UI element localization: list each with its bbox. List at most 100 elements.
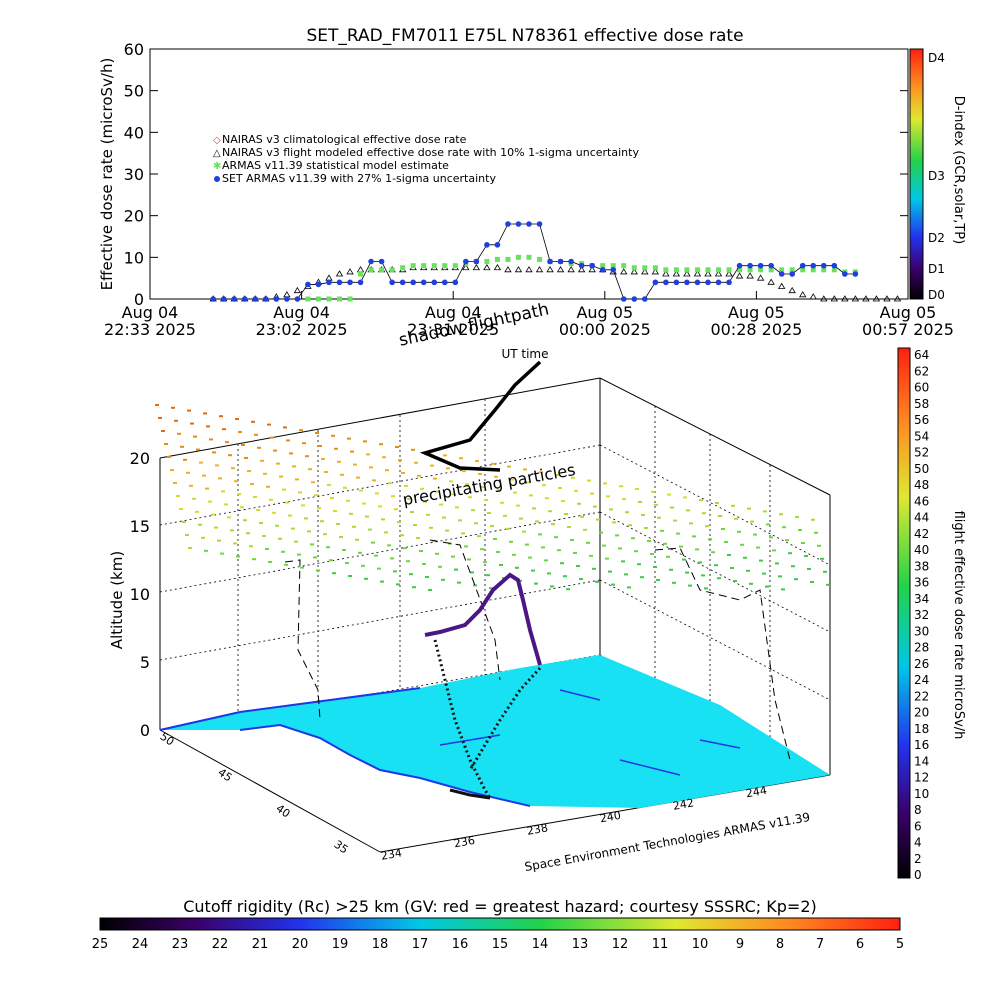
longitude-ticks: 234 236 238 240 242 244 [380,784,768,863]
armas-stat-point [621,263,627,269]
dose-tick-label: 54 [914,429,929,443]
latitude-tick-label: 35 [332,838,351,857]
set-armas-point [315,281,322,288]
nairas-flight-point [588,266,596,273]
cutoff-colorbar-label: Cutoff rigidity (Rc) >25 km (GV: red = g… [183,897,817,916]
top-series-group [209,221,902,302]
ut-time-label: UT time [501,347,548,361]
set-armas-point [441,279,448,286]
dose-tick-label: 6 [914,819,922,833]
set-armas-point [378,258,385,265]
dindex-tick-d3: D3 [928,169,945,183]
nairas-flight-point [841,295,849,302]
set-armas-line [213,223,856,300]
nairas-flight-point [293,286,302,294]
cutoff-tick-label: 23 [172,937,189,952]
set-armas-point [599,267,606,273]
longitude-tick-label: 240 [599,809,622,825]
cutoff-tick-label: 25 [92,937,109,952]
top-x-tick-label-line2: 23:31 2025 [407,320,499,339]
dose-tick-label: 56 [914,413,929,427]
set-armas-point [494,242,501,248]
set-armas-point [684,279,690,286]
armas-stat-point [400,265,406,271]
nairas-flight-point [662,270,670,277]
top-x-tick-label-line1: Aug 04 [273,303,330,322]
legend-marker-set-armas [214,176,220,182]
cutoff-tick-label: 18 [372,937,389,952]
cutoff-tick-label: 17 [412,937,429,952]
armas-stat-point [684,267,690,273]
set-armas-point [820,262,827,269]
set-armas-point [420,279,427,286]
cutoff-tick-label: 15 [492,937,509,952]
set-armas-point [673,279,680,286]
set-armas-point [547,258,553,265]
set-armas-point [347,279,353,286]
set-armas-point [231,296,238,302]
armas-stat-point [694,267,700,273]
set-armas-point [620,296,627,302]
dindex-colorbar-label: D-index (GCR,solar,TP) [951,96,966,244]
armas-stat-point [800,267,806,273]
nairas-flight-point [546,266,554,273]
armas-stat-point [747,267,753,273]
top-y-tick-label: 0 [134,290,144,309]
dose-tick-label: 32 [914,608,929,622]
flight-path-airborne [424,572,542,666]
top-y-tick-label: 20 [124,207,144,226]
dose-tick-label: 38 [914,559,929,573]
dose-tick-label: 48 [914,478,929,492]
altitude-tick-label: 20 [130,449,150,468]
top-y-tick-label: 30 [124,165,144,184]
dashed-projection-left [284,559,321,721]
nairas-flight-point [672,270,681,277]
nairas-flight-point [746,272,754,279]
longitude-tick-label: 238 [526,821,549,837]
precipitating-particles-label: precipitating particles [401,460,577,509]
armas-stat-point [379,267,385,273]
nairas-flight-point [830,295,839,302]
set-armas-point [389,279,395,286]
longitude-tick-label: 234 [380,846,403,862]
set-armas-point [357,279,364,286]
armas-stat-point [726,267,732,273]
armas-stat-point [505,256,511,262]
set-armas-point [452,279,459,286]
armas-stat-point [537,256,543,262]
dose-tick-label: 10 [914,787,929,801]
armas-stat-point [368,267,374,273]
dose-colorbar-ticks: 6462605856545250484644424038363432302826… [914,348,929,882]
nairas-flight-point [356,266,365,273]
nairas-flight-point [704,270,712,277]
set-armas-point [715,279,722,286]
armas-stat-point [337,296,342,302]
dindex-tick-d4: D4 [928,51,945,65]
dose-tick-label: 4 [914,836,922,850]
set-armas-point [705,279,711,286]
set-armas-point [284,296,290,302]
dose-tick-label: 18 [914,722,929,736]
nairas-flight-point [820,295,828,302]
set-armas-point [747,262,753,269]
dose-tick-label: 52 [914,446,929,460]
altitude-tick-label: 5 [140,653,150,672]
top-x-tick-label-line2: 00:28 2025 [710,320,802,339]
armas-stat-point [631,265,637,271]
dose-tick-label: 2 [914,852,922,866]
set-armas-point [526,221,532,227]
chart-title: SET_RAD_FM7011 E75L N78361 effective dos… [306,26,743,46]
legend-item-nairas-clim: NAIRAS v3 climatological effective dose … [222,133,467,146]
dose-tick-label: 44 [914,511,929,525]
legend-item-nairas-flight: NAIRAS v3 flight modeled effective dose … [222,146,639,159]
dose-tick-label: 24 [914,673,929,687]
set-armas-point [652,279,659,286]
dose-tick-label: 34 [914,592,929,606]
set-armas-point [210,296,216,302]
dose-tick-label: 62 [914,364,929,378]
legend-item-armas-stat: ARMAS v11.39 statistical model estimate [222,159,449,172]
latitude-ticks: 50 45 40 35 [158,730,351,857]
set-armas-point [778,271,785,277]
top-x-tick-label-line1: Aug 04 [122,303,179,322]
armas-stat-point [326,296,332,302]
